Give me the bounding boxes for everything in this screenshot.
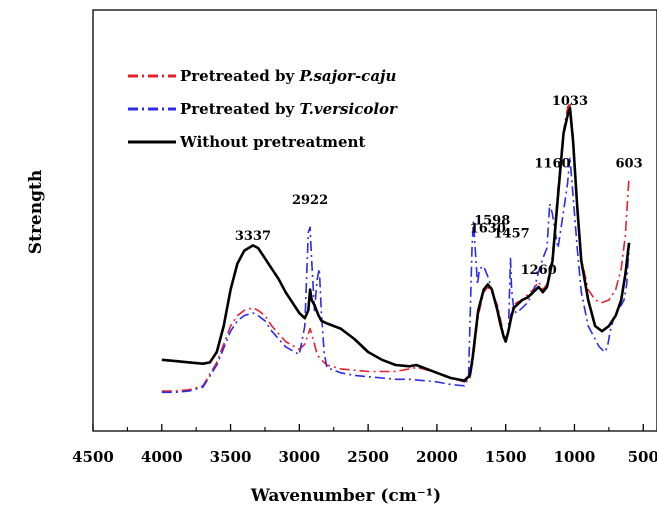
peak-label: 1598 [474,214,510,229]
x-tick-label: 4500 [72,448,114,466]
x-tick-label: 1000 [554,448,596,466]
peak-label: 1630 [470,221,506,236]
x-tick-label: 3000 [278,448,320,466]
x-tick-label: 1500 [485,448,527,466]
legend-entry-without-pretreatment: Without pretreatment [128,133,365,151]
x-tick-label: 3500 [210,448,252,466]
legend-label-p-sajor-caju: Pretreated by P.sajor-caju [180,67,396,85]
legend-entry-t-versicolor: Pretreated by T.versicolor [128,100,398,118]
legend: Pretreated by P.sajor-caju Pretreated by… [128,67,398,151]
x-axis-ticks [92,424,644,431]
peak-label: 1160 [534,156,570,171]
peak-label: 1033 [552,94,588,109]
series-line-t-versicolor [161,156,630,394]
peak-label: 1457 [494,227,530,242]
series-line-without-pretreatment [161,106,631,382]
x-tick-label: 2000 [416,448,458,466]
peak-label: 603 [616,156,643,171]
peak-label: 1260 [521,263,557,278]
y-axis-title: Strength [26,170,46,254]
legend-label-without-pretreatment: Without pretreatment [179,133,365,151]
legend-label-t-versicolor: Pretreated by T.versicolor [180,100,398,118]
x-axis-title: Wavenumber (cm⁻¹) [250,486,441,506]
peak-label: 2922 [292,193,328,208]
x-tick-label: 500 [628,448,657,466]
x-axis-tick-labels: 4500 4000 3500 3000 2500 2000 1500 1000 500 [72,448,657,466]
plot-frame [92,9,657,432]
peak-label: 3337 [235,229,271,244]
x-tick-label: 2500 [347,448,389,466]
legend-entry-p-sajor-caju: Pretreated by P.sajor-caju [128,67,396,85]
series-layer [161,101,631,394]
x-tick-label: 4000 [141,448,183,466]
